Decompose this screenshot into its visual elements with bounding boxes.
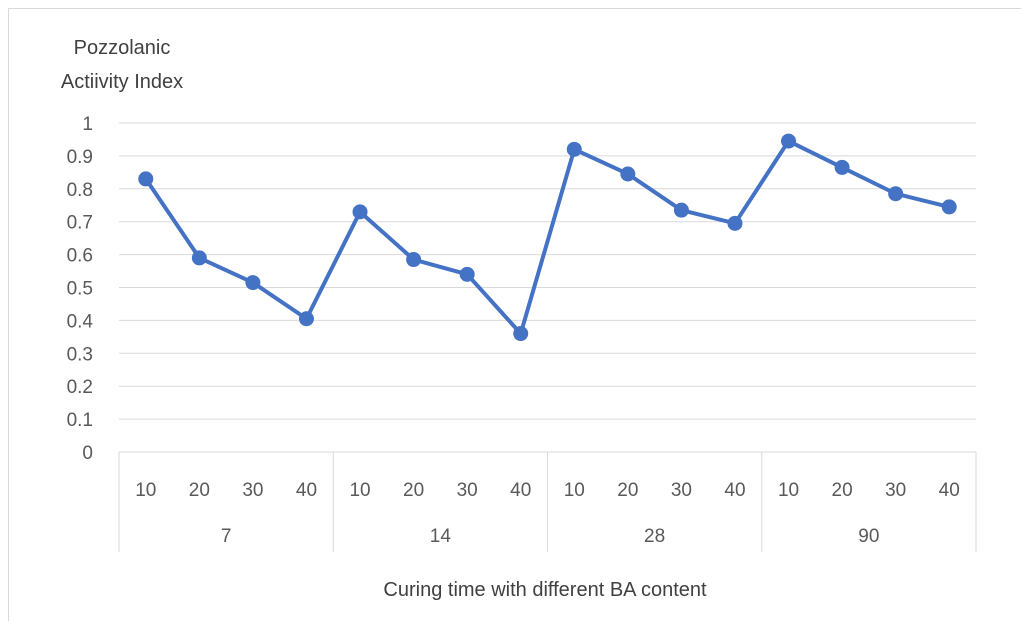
x-category-label: 40 [939,480,960,501]
y-tick-label: 0.9 [67,147,93,168]
data-point [673,202,689,218]
x-category-label: 30 [242,480,263,501]
y-tick-label: 0.7 [67,213,93,234]
data-point [459,266,475,282]
x-group-label: 28 [644,526,665,547]
x-category-label: 30 [457,480,478,501]
x-category-label: 20 [617,480,638,501]
x-category-label: 30 [671,480,692,501]
x-category-label: 20 [189,480,210,501]
data-point [888,186,904,202]
series-layer [138,133,957,342]
y-tick-label: 0.4 [67,311,94,332]
data-point [352,204,368,220]
x-axis: 10 20 30 40 10 20 30 40 10 20 30 40 10 20 30 40 7 14 28 90 [118,452,977,552]
x-group-label: 7 [221,526,232,547]
chart-area [8,8,1021,621]
y-axis-label-line-2: Actiivity Index [61,71,183,93]
x-group-label: 14 [430,526,452,547]
y-tick-label: 0.3 [67,344,93,365]
data-point [406,252,422,268]
x-category-label: 40 [724,480,745,501]
x-axis-label: Curing time with different BA content [383,579,707,601]
data-point [513,326,529,342]
data-point [566,141,582,157]
y-tick-label: 0.8 [67,180,93,201]
x-category-label: 20 [403,480,424,501]
y-axis-label-line-1: Pozzolanic [74,37,171,59]
data-point [781,133,797,149]
data-point [941,199,957,215]
x-category-label: 30 [885,480,906,501]
data-point [298,311,314,327]
data-point [138,171,154,187]
y-tick-label: 0.2 [67,377,93,398]
y-tick-labels: 0 0.1 0.2 0.3 0.4 0.5 0.6 0.7 0.8 0.9 1 [67,114,94,464]
data-point [727,215,743,231]
series-line [143,139,952,336]
x-category-label: 40 [296,480,317,501]
y-tick-label: 1 [82,114,93,135]
data-point [191,250,207,266]
data-point [245,275,261,291]
x-category-label: 10 [778,480,799,501]
gridlines [119,122,976,453]
data-point [834,159,850,175]
x-category-label: 10 [349,480,370,501]
y-tick-label: 0.1 [67,410,93,431]
x-category-label: 40 [510,480,531,501]
x-category-label: 10 [564,480,585,501]
y-tick-label: 0.5 [67,279,93,300]
y-tick-label: 0.6 [67,246,93,267]
data-point [620,166,636,182]
y-axis-label: Pozzolanic Actiivity Index [61,37,183,93]
x-category-label: 20 [832,480,853,501]
y-tick-label: 0 [82,443,93,464]
x-group-label: 90 [858,526,879,547]
x-category-label: 10 [135,480,156,501]
